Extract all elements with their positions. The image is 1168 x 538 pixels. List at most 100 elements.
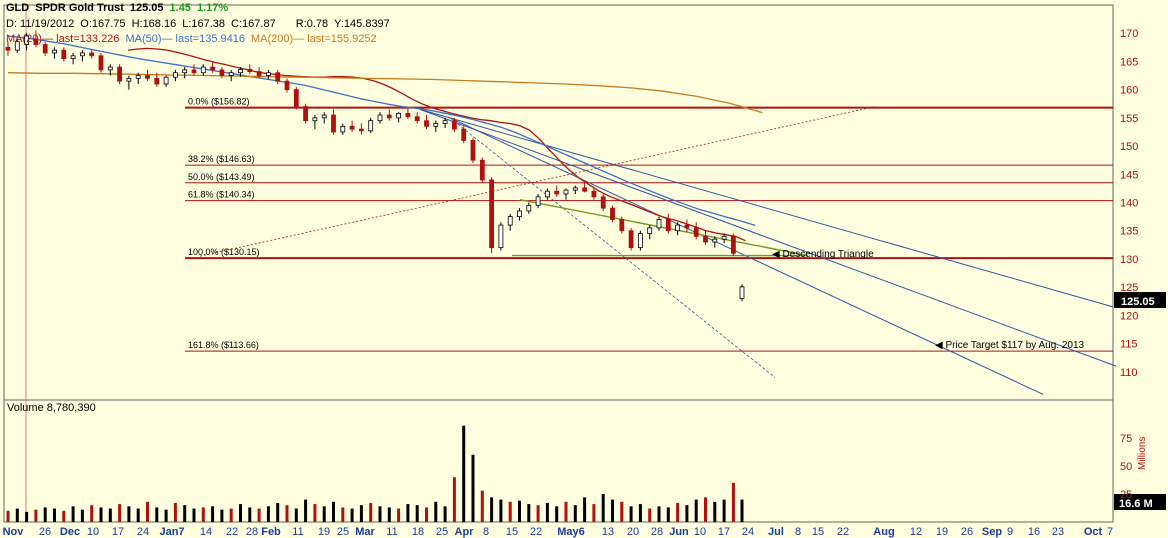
candle-body bbox=[42, 44, 48, 54]
x-tick-label: 22 bbox=[837, 526, 849, 538]
candle-body bbox=[554, 190, 560, 195]
volume-bar bbox=[118, 504, 122, 522]
ma200-last: — last=155.9252 bbox=[293, 33, 377, 45]
trend-line-3 bbox=[449, 117, 776, 378]
candle-body bbox=[284, 80, 290, 91]
candle-body bbox=[739, 286, 745, 299]
x-tick-label: 8 bbox=[483, 526, 489, 538]
volume-bar bbox=[518, 500, 521, 522]
candle-body bbox=[358, 128, 364, 132]
x-tick-label: Jun bbox=[669, 526, 689, 538]
volume-bar bbox=[294, 508, 298, 522]
volume-bar bbox=[601, 494, 605, 522]
x-tick-label: 10 bbox=[694, 526, 706, 538]
y-readout: Y:145.8397 bbox=[334, 18, 390, 30]
volume-bar bbox=[704, 497, 707, 522]
candle-body bbox=[721, 235, 727, 240]
volume-bar bbox=[620, 501, 624, 522]
volume-bar bbox=[266, 506, 270, 522]
candle-body bbox=[517, 210, 522, 218]
candle-layer bbox=[5, 30, 745, 302]
volume-bar bbox=[146, 501, 149, 522]
candle-body bbox=[340, 125, 346, 133]
candle-body bbox=[684, 224, 690, 229]
candle-body bbox=[135, 75, 141, 79]
last-volume-tag bbox=[1114, 494, 1166, 510]
volume-bar bbox=[322, 506, 326, 522]
volume-bar bbox=[136, 508, 140, 522]
trend-line-4 bbox=[199, 106, 876, 257]
volume-bar bbox=[239, 504, 242, 522]
volume-bar bbox=[666, 507, 670, 522]
ma50-label: MA(50) bbox=[125, 33, 162, 45]
x-tick-label: 9 bbox=[1007, 526, 1013, 538]
ohlc-line: D: 11/19/2012 O:167.75 H:168.16 L:167.38 C:1… bbox=[6, 18, 396, 30]
volume-bar bbox=[713, 501, 717, 522]
date-readout: D: 11/19/2012 bbox=[6, 18, 75, 30]
price-tick-label: 130 bbox=[1120, 254, 1138, 266]
volume-bar bbox=[108, 508, 112, 522]
candle-body bbox=[665, 219, 671, 232]
volume-bar bbox=[257, 508, 261, 522]
x-tick-label: 11 bbox=[386, 526, 397, 538]
volume-bar bbox=[629, 506, 633, 522]
candle-body bbox=[107, 66, 113, 71]
x-tick-label: 22 bbox=[530, 526, 542, 538]
volume-bar bbox=[34, 509, 38, 522]
trend-line-1 bbox=[419, 108, 1117, 367]
candle-body bbox=[303, 106, 309, 122]
fib-38-label: 38.2% ($146.63) bbox=[188, 154, 255, 164]
x-tick-label: Feb bbox=[261, 526, 281, 538]
candle-body bbox=[377, 114, 383, 122]
price-tick-label: 145 bbox=[1120, 169, 1138, 181]
x-tick-label: 25 bbox=[436, 526, 448, 538]
candle-body bbox=[321, 114, 327, 119]
candle-body bbox=[368, 120, 374, 132]
title-line: GLD SPDR Gold Trust 125.05 1.45 1.17% bbox=[6, 2, 234, 14]
x-tick-label: Jan7 bbox=[159, 526, 184, 538]
fib-0-label: 0.0% ($156.82) bbox=[188, 97, 250, 107]
candle-body bbox=[675, 224, 680, 232]
candle-body bbox=[433, 123, 439, 127]
high-readout: H:168.16 bbox=[131, 18, 177, 30]
ma20-line bbox=[127, 47, 746, 242]
candle-body bbox=[470, 140, 476, 161]
price-target-label: ◀ Price Target $117 by Aug. 2013 bbox=[935, 340, 1085, 351]
volume-bar bbox=[43, 507, 47, 522]
candle-body bbox=[414, 116, 420, 122]
volume-tick-label: 50 bbox=[1120, 461, 1132, 473]
volume-bar bbox=[471, 454, 475, 522]
volume-bar bbox=[304, 499, 308, 522]
candle-body bbox=[247, 68, 253, 72]
volume-bar bbox=[90, 505, 94, 522]
candle-body bbox=[52, 49, 57, 54]
price-tick-label: 140 bbox=[1120, 198, 1138, 210]
volume-bar bbox=[183, 505, 187, 522]
candle-body bbox=[591, 190, 597, 198]
volume-bar bbox=[740, 499, 744, 522]
volume-bar bbox=[99, 507, 103, 522]
volume-bar bbox=[276, 502, 280, 522]
candle-body bbox=[154, 77, 160, 85]
candle-body bbox=[163, 76, 169, 85]
volume-bar bbox=[434, 501, 438, 522]
volume-bar bbox=[425, 507, 428, 522]
close-readout: C:167.87 bbox=[231, 18, 276, 30]
candle-body bbox=[582, 187, 587, 192]
candle-body bbox=[498, 224, 504, 249]
x-tick-label: Aug bbox=[873, 526, 894, 538]
candle-body bbox=[5, 46, 11, 51]
volume-bar bbox=[127, 506, 131, 522]
axis-layer: 110 115 120 125 130 135 140 145 150 155 160 165 170 1… bbox=[3, 28, 1166, 538]
low-readout: L:167.38 bbox=[182, 18, 226, 30]
x-tick-label: Oct bbox=[1084, 526, 1103, 538]
x-tick-label: 25 bbox=[337, 526, 349, 538]
volume-bar bbox=[638, 504, 642, 522]
volume-tick-label: 75 bbox=[1120, 433, 1132, 445]
x-tick-label: Dec bbox=[60, 526, 80, 538]
volume-bar bbox=[573, 505, 577, 522]
volume-bar bbox=[192, 508, 196, 522]
volume-bar bbox=[15, 508, 19, 522]
volume-bar bbox=[220, 509, 224, 522]
volume-bar bbox=[406, 504, 410, 522]
